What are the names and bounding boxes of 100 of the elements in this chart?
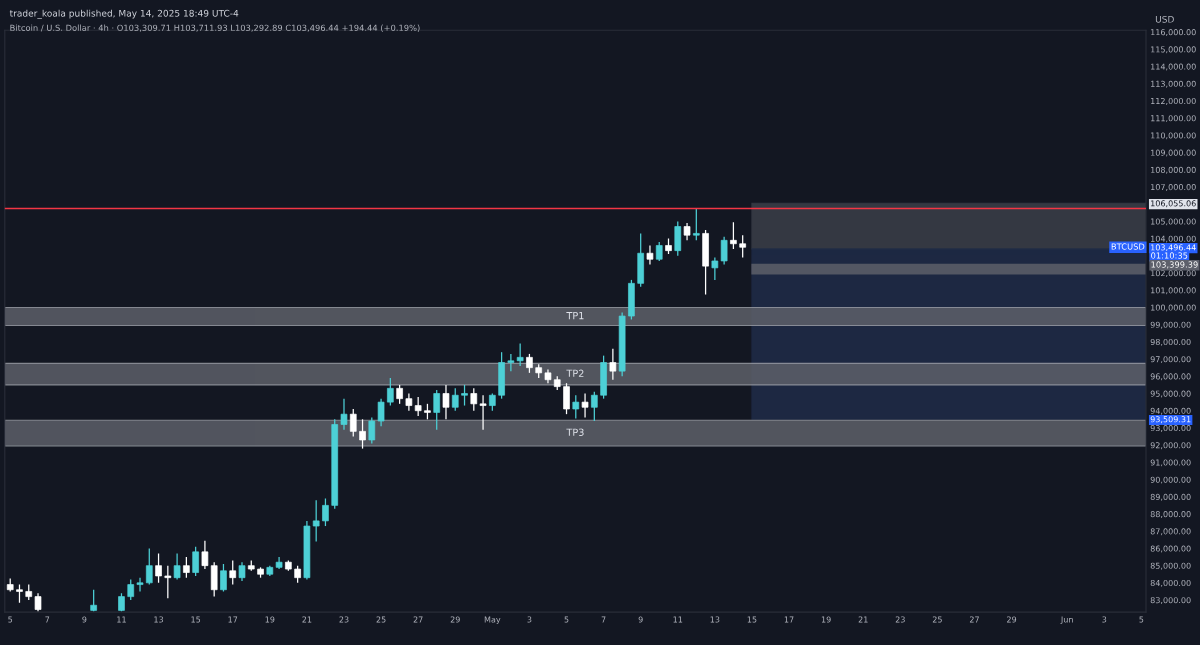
candlestick [507, 353, 515, 372]
candlestick [572, 394, 580, 420]
x-tick-label: 27 [413, 616, 423, 623]
x-tick-label: 15 [191, 616, 201, 623]
candlestick [173, 552, 181, 581]
x-tick-label: 9 [82, 616, 87, 623]
candlestick [479, 394, 487, 431]
y-tick-label: 108,000.00 [1151, 166, 1196, 174]
candlestick [155, 552, 162, 584]
x-tick-label: 13 [154, 616, 164, 623]
candlestick [433, 389, 441, 431]
y-tick-label: 109,000.00 [1151, 149, 1196, 157]
x-tick-label: 17 [784, 616, 794, 623]
y-tick-label: 111,000.00 [1151, 115, 1196, 123]
y-tick-label: 106,055.06 [1151, 200, 1196, 208]
candlestick [368, 416, 376, 445]
y-tick-label: 86,000.00 [1150, 545, 1191, 553]
candlestick [563, 382, 570, 415]
text: 01:10:35 [1151, 252, 1188, 259]
candlestick [526, 353, 533, 374]
y-tick-label: 105,000.00 [1151, 218, 1196, 226]
y-tick-label: 89,000.00 [1150, 493, 1191, 501]
candlestick [591, 391, 598, 422]
x-tick-label: 21 [302, 616, 312, 623]
candlestick [693, 207, 700, 241]
candlestick [470, 387, 478, 412]
candlestick [646, 244, 654, 266]
x-tick-label: 11 [117, 616, 126, 623]
x-tick-label: 25 [376, 616, 386, 623]
candlestick [461, 384, 468, 407]
x-tick-label: 15 [747, 616, 757, 623]
band-label: TP3 [566, 428, 584, 436]
x-tick-label: 5 [564, 616, 569, 623]
y-tick-label: 85,000.00 [1150, 562, 1191, 570]
candlestick [183, 556, 190, 579]
x-tick-label: May [484, 616, 501, 625]
y-tick-label: 116,000.00 [1151, 29, 1196, 37]
x-tick-label: 3 [527, 616, 532, 623]
candlestick [730, 221, 737, 250]
x-tick-label: 23 [339, 616, 349, 623]
x-tick-label: 19 [821, 616, 831, 623]
y-tick-label: 100,000.00 [1151, 304, 1196, 312]
candlestick [739, 234, 746, 259]
candlestick [609, 348, 617, 381]
chart-subtitle: Bitcoin / U.S. Dollar · 4h · O103,309.71 H103,711.93 L103,292.89 C103,496.44 +194.44 (+0.19%) [10, 24, 420, 32]
y-tick-label: 88,000.00 [1150, 511, 1191, 518]
candlestick [377, 398, 385, 427]
candlestick [220, 563, 227, 593]
candlestick [451, 387, 459, 412]
y-tick-label: 92,000.00 [1150, 442, 1191, 450]
candlestick [322, 497, 329, 527]
y-tick-label: 107,000.00 [1151, 184, 1196, 191]
y-tick-label: 96,000.00 [1150, 373, 1191, 381]
y-tick-label: 95,000.00 [1150, 390, 1191, 398]
candlestick [414, 396, 422, 417]
x-tick-label: 17 [228, 616, 238, 623]
x-tick-label: 27 [969, 616, 979, 623]
candlestick [516, 342, 524, 367]
candlestick [238, 561, 246, 582]
y-tick-label: 99,000.00 [1150, 321, 1191, 329]
x-tick-label: 29 [450, 616, 460, 623]
candlestick [145, 547, 153, 586]
x-tick-label: 21 [858, 616, 868, 623]
candlestick [229, 559, 237, 586]
y-tick-label: 104,000.00 [1151, 235, 1196, 243]
text: 103,399.39 [1151, 261, 1198, 269]
candlestick [201, 540, 209, 570]
candlestick [164, 565, 172, 599]
y-tick-label: 91,000.00 [1150, 459, 1191, 467]
y-tick-label: 94,000.00 [1150, 407, 1191, 415]
candlestick [581, 392, 589, 419]
x-tick-label: Jun [1060, 616, 1073, 625]
candlestick [34, 592, 42, 612]
x-tick-label: 13 [710, 616, 720, 623]
candlestick [312, 499, 320, 543]
candlestick [16, 583, 23, 604]
x-tick-label: 7 [45, 616, 50, 623]
y-tick-label: 113,000.00 [1151, 80, 1196, 88]
y-tick-label: 110,000.00 [1151, 132, 1196, 140]
band-label: TP2 [566, 369, 584, 377]
x-tick-label: 7 [601, 616, 606, 623]
candlestick [359, 418, 366, 450]
candlestick [396, 384, 403, 405]
candlestick [349, 408, 357, 438]
candlestick [442, 384, 450, 420]
y-tick-label: 115,000.00 [1151, 46, 1196, 54]
chart-title: trader_koala published, May 14, 2025 18:49 UTC-4 [9, 9, 239, 19]
y-tick-label: 83,000.00 [1150, 597, 1191, 605]
y-tick-label: 93,000.00 [1150, 425, 1191, 432]
candlestick [192, 546, 199, 577]
candlestick [720, 236, 728, 266]
x-tick-label: 5 [1139, 616, 1144, 623]
y-tick-label: 87,000.00 [1150, 528, 1191, 536]
x-tick-label: 9 [638, 616, 643, 623]
x-tick-label: 11 [673, 616, 683, 623]
candlestick [655, 241, 663, 262]
y-tick-label: 98,000.00 [1150, 338, 1191, 346]
x-tick-label: 23 [895, 616, 905, 623]
x-tick-label: 5 [8, 616, 13, 623]
y-tick-label: 102,000.00 [1151, 270, 1196, 278]
